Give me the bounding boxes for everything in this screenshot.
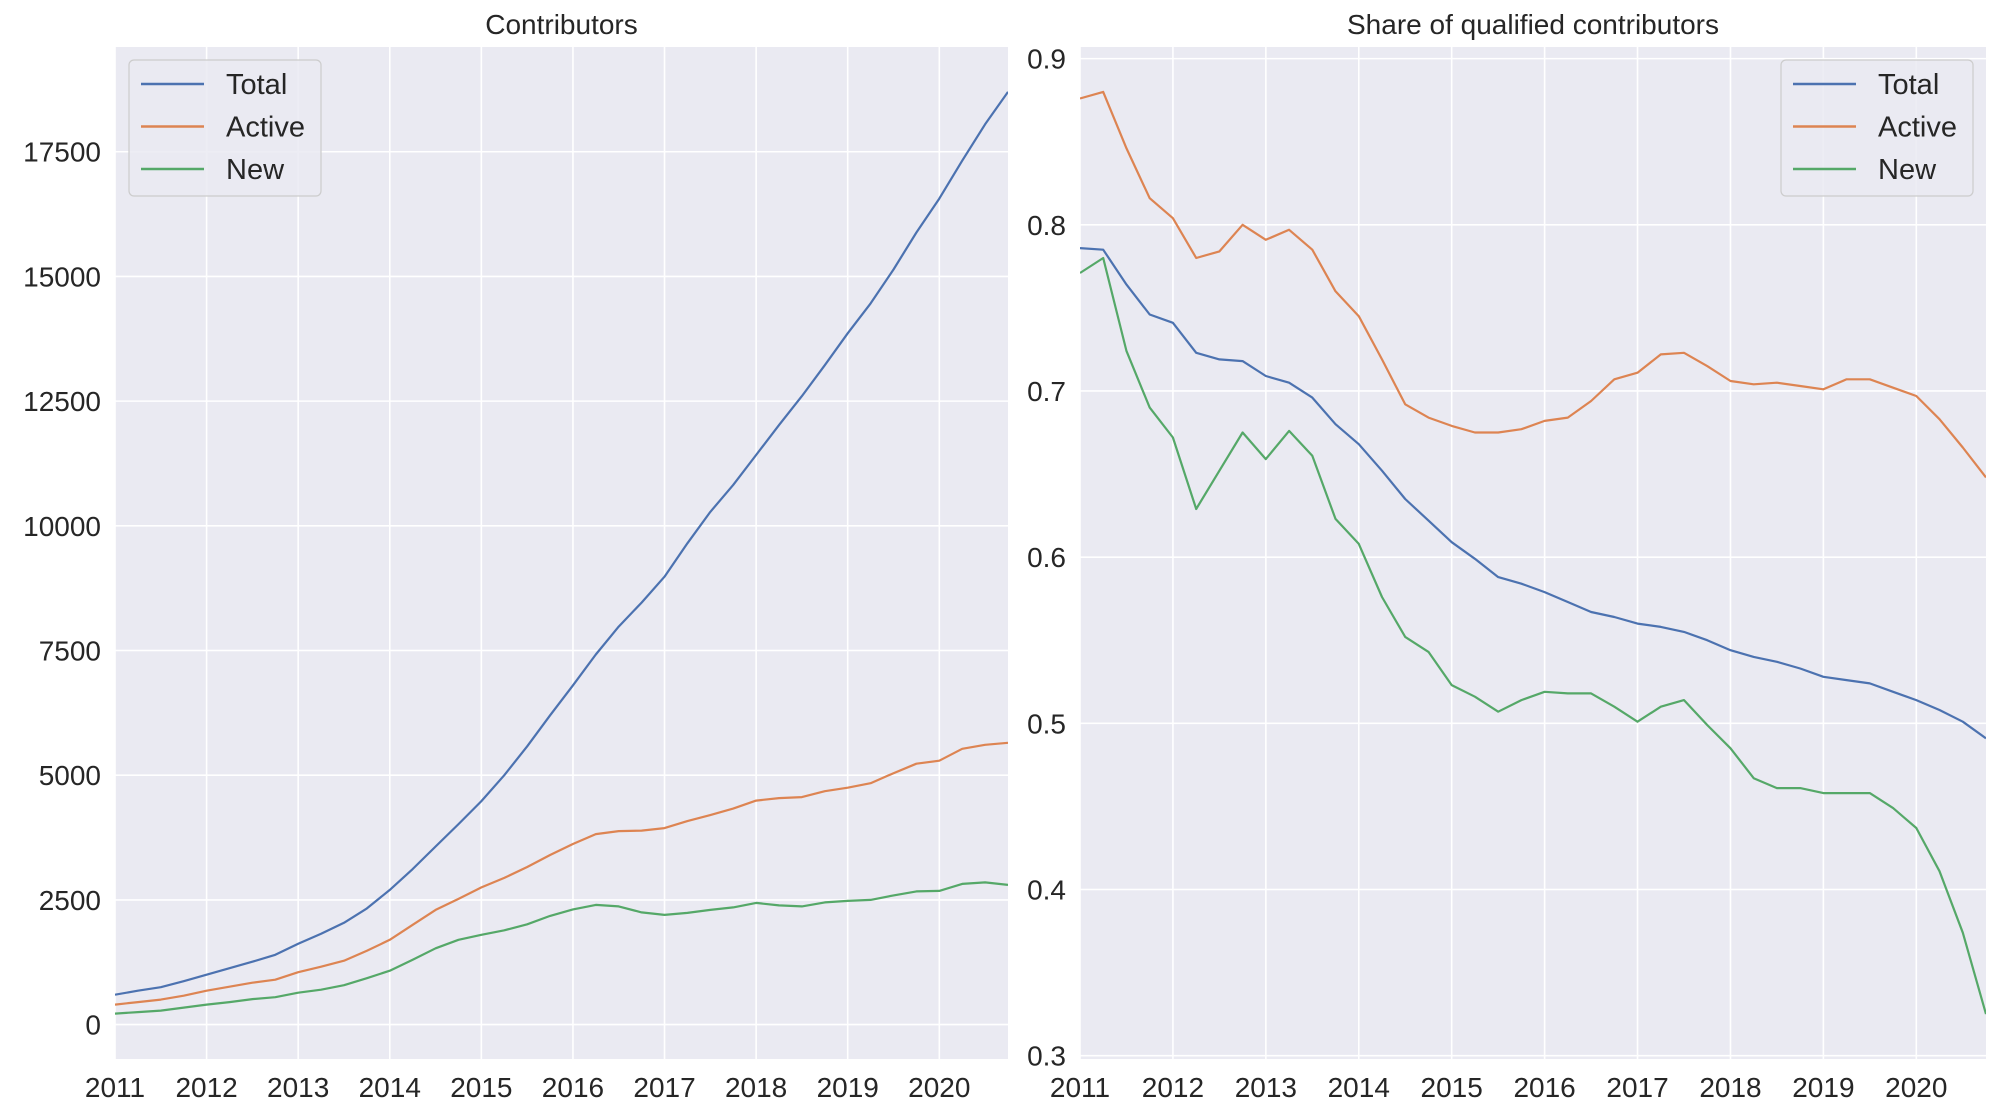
legend-label-new: New bbox=[1878, 154, 1937, 186]
x-tick-label: 2019 bbox=[1792, 1072, 1854, 1103]
y-tick-label: 12500 bbox=[23, 386, 101, 417]
x-tick-label: 2016 bbox=[1513, 1072, 1575, 1103]
y-tick-label: 0.8 bbox=[1027, 210, 1066, 241]
legend-box bbox=[128, 59, 322, 197]
series-line-total bbox=[115, 91, 1008, 996]
plot-area bbox=[115, 47, 1008, 1059]
x-tick-label: 2017 bbox=[1606, 1072, 1668, 1103]
y-tick-label: 17500 bbox=[23, 137, 101, 168]
y-tick-label: 2500 bbox=[39, 885, 101, 916]
legend-label-active: Active bbox=[226, 112, 305, 144]
chart-2: 2011 2012 2013 2014 2015 2016 2017 2018 2019 2020… bbox=[1027, 9, 1986, 1103]
series-line-new bbox=[1080, 256, 1986, 1015]
x-tick-label: 2020 bbox=[1885, 1072, 1947, 1103]
x-tick-label: 2013 bbox=[267, 1072, 329, 1103]
x-tick-label: 2016 bbox=[542, 1072, 604, 1103]
x-tick-label: 2013 bbox=[1235, 1072, 1297, 1103]
x-tick-label: 2011 bbox=[1050, 1072, 1110, 1103]
x-tick-label: 2011 bbox=[85, 1072, 145, 1103]
x-tick-label: 2015 bbox=[1421, 1072, 1483, 1103]
legend-label-total: Total bbox=[226, 69, 287, 101]
series-line-active bbox=[115, 741, 1008, 1006]
legend-label-total: Total bbox=[1878, 69, 1939, 101]
chart-title: Contributors bbox=[485, 9, 638, 40]
x-tick-label: 2019 bbox=[817, 1072, 879, 1103]
series-line-active bbox=[1080, 90, 1986, 479]
y-tick-label: 5000 bbox=[39, 760, 101, 791]
y-tick-label: 0.6 bbox=[1027, 542, 1066, 573]
y-tick-label: 15000 bbox=[23, 261, 101, 292]
x-tick-label: 2020 bbox=[908, 1072, 970, 1103]
series-line-total bbox=[1080, 247, 1986, 740]
y-tick-label: 0 bbox=[85, 1010, 101, 1041]
x-tick-label: 2018 bbox=[1699, 1072, 1761, 1103]
legend-label-new: New bbox=[226, 154, 285, 186]
legend: Total Active New bbox=[128, 59, 322, 197]
x-tick-label: 2014 bbox=[1328, 1072, 1390, 1103]
legend: Total Active New bbox=[1780, 59, 1974, 197]
y-tick-label: 0.7 bbox=[1027, 376, 1066, 407]
series-line-new bbox=[115, 881, 1008, 1015]
chart-title: Share of qualified contributors bbox=[1347, 9, 1719, 40]
legend-label-active: Active bbox=[1878, 112, 1957, 144]
y-tick-label: 0.4 bbox=[1027, 875, 1066, 906]
legend-box bbox=[1780, 59, 1974, 197]
x-tick-label: 2014 bbox=[359, 1072, 421, 1103]
x-tick-label: 2015 bbox=[450, 1072, 512, 1103]
y-tick-label: 0.9 bbox=[1027, 44, 1066, 75]
x-tick-label: 2012 bbox=[175, 1072, 237, 1103]
y-tick-label: 0.3 bbox=[1027, 1041, 1066, 1072]
y-tick-label: 7500 bbox=[39, 636, 101, 667]
y-tick-label: 10000 bbox=[23, 511, 101, 542]
chart-1: 2011 2012 2013 2014 2015 2016 2017 2018 2019 2020… bbox=[23, 9, 1008, 1103]
plot-area bbox=[1080, 47, 1986, 1059]
y-tick-label: 0.5 bbox=[1027, 708, 1066, 739]
x-tick-label: 2012 bbox=[1142, 1072, 1204, 1103]
x-tick-label: 2018 bbox=[725, 1072, 787, 1103]
x-tick-label: 2017 bbox=[633, 1072, 695, 1103]
